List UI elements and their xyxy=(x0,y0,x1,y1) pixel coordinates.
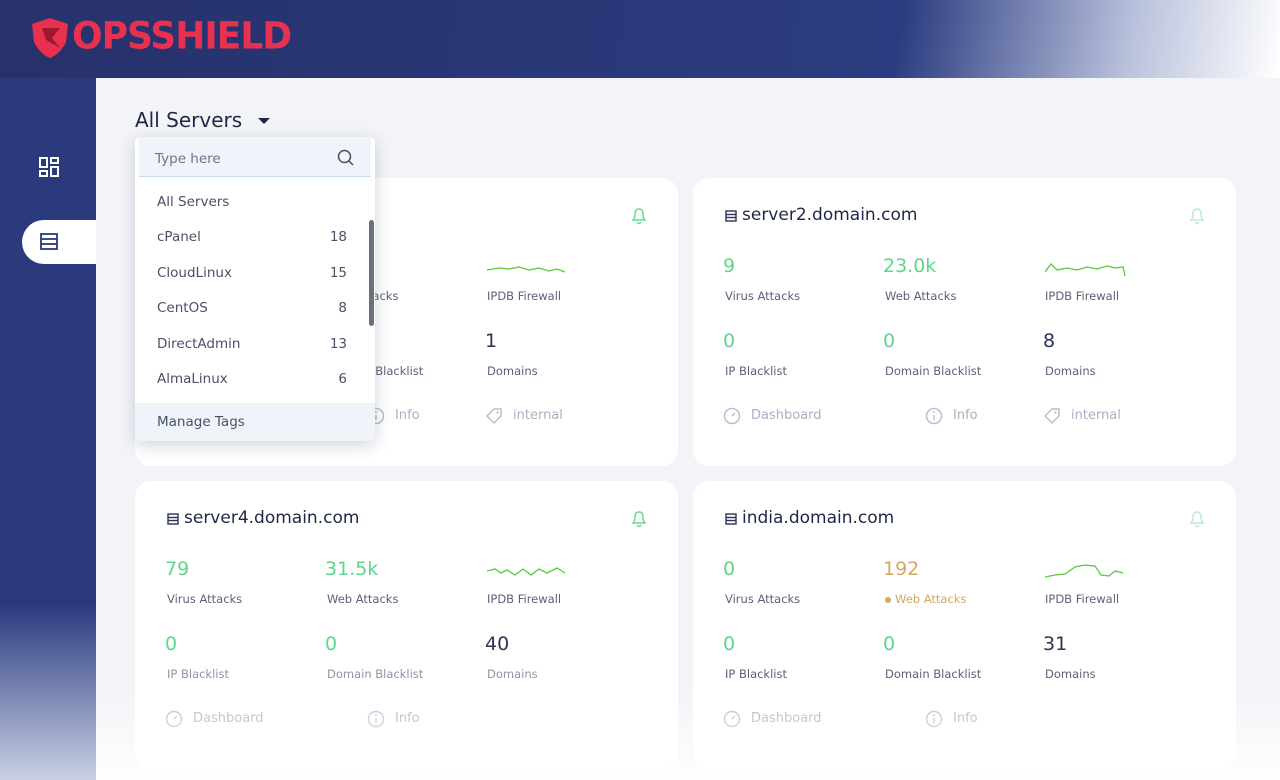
metric-label: IPDB Firewall xyxy=(487,592,562,606)
metric-value: 0 xyxy=(165,633,178,655)
logo-icon xyxy=(32,18,68,58)
metric-label: Domain Blacklist xyxy=(885,364,982,378)
metric-value: 0 xyxy=(883,633,896,655)
item-name: All Servers xyxy=(157,194,230,210)
search-placeholder: Type here xyxy=(155,151,221,167)
metric-value: 31 xyxy=(1043,633,1068,655)
firewall-sparkline xyxy=(487,266,566,273)
metric-label: IP Blacklist xyxy=(725,364,787,378)
metric-label: IPDB Firewall xyxy=(1045,592,1120,606)
active-nav[interactable] xyxy=(22,220,102,264)
metric-value: 0 xyxy=(883,330,896,352)
footer-link[interactable]: Info xyxy=(395,408,420,423)
bell-icon xyxy=(1189,511,1205,528)
metric-label: Domains xyxy=(1045,667,1096,681)
manage-tags[interactable]: Manage Tags xyxy=(135,403,375,441)
item-name: cPanel xyxy=(157,229,201,246)
metric-label: IPDB Firewall xyxy=(487,289,562,303)
footer-icon xyxy=(723,407,741,425)
item-count: 18 xyxy=(329,229,347,246)
firewall-sparkline xyxy=(1045,564,1124,578)
footer-link[interactable]: Info xyxy=(953,408,978,423)
dropdown-item[interactable]: AlmaLinux 6 xyxy=(135,367,365,393)
footer-icon xyxy=(485,408,502,425)
footer-link[interactable]: internal xyxy=(1071,408,1121,423)
dropdown-item[interactable]: DirectAdmin 13 xyxy=(135,332,365,358)
server-icon xyxy=(725,513,737,525)
metric-value: 23.0k xyxy=(883,255,937,277)
server-card: server2.domain.com 9 Virus Attacks 23.0k Web… xyxy=(693,178,1236,466)
metric-value: 192 xyxy=(883,558,920,580)
metric-value: 0 xyxy=(723,558,736,580)
metric-label: Virus Attacks xyxy=(725,289,801,303)
item-count: 13 xyxy=(329,335,347,352)
metric-value: 40 xyxy=(485,633,510,655)
metric-value: 31.5k xyxy=(325,558,379,580)
bell-icon xyxy=(631,511,647,528)
server-title[interactable]: server2.domain.com xyxy=(742,205,918,225)
metric-value: 79 xyxy=(165,558,190,580)
metric-value: 8 xyxy=(1043,330,1056,352)
alert-dot xyxy=(885,597,891,603)
fade xyxy=(96,690,1280,780)
search-icon xyxy=(337,149,354,166)
metric-label: Virus Attacks xyxy=(167,592,243,606)
metric-value: 0 xyxy=(723,330,736,352)
dropdown-item[interactable]: All Servers xyxy=(135,190,365,216)
manage-tags-text: Manage Tags xyxy=(157,414,245,430)
metric-label: Domains xyxy=(1045,364,1096,378)
logo[interactable]: OPSSHIELD xyxy=(72,14,292,59)
header: OPSSHIELD xyxy=(0,0,1280,78)
dashboard-icon[interactable] xyxy=(38,156,60,178)
server-title[interactable]: server4.domain.com xyxy=(184,508,360,528)
caret[interactable] xyxy=(257,116,271,126)
item-name: CloudLinux xyxy=(157,264,232,281)
server-title[interactable]: india.domain.com xyxy=(742,508,895,528)
metric-label: IP Blacklist xyxy=(725,667,787,681)
metric-label: Web Attacks xyxy=(895,592,967,606)
server-icon xyxy=(167,513,179,525)
metric-label: IPDB Firewall xyxy=(1045,289,1120,303)
bell-icon xyxy=(1189,208,1205,225)
metric-value: 1 xyxy=(485,330,498,352)
metric-label: Domains xyxy=(487,667,538,681)
item-name: DirectAdmin xyxy=(157,335,241,352)
firewall-sparkline xyxy=(1045,263,1126,277)
scrollbar xyxy=(369,220,374,326)
footer-link[interactable]: internal xyxy=(513,408,563,423)
metric-label: Web Attacks xyxy=(885,289,957,303)
metric-value: 0 xyxy=(325,633,338,655)
dropdown: Type here All Servers cPanel 18 CloudLinux 1… xyxy=(135,137,375,441)
footer-icon xyxy=(925,407,943,425)
dropdown-item[interactable]: CentOS 8 xyxy=(135,296,365,322)
server-filter[interactable]: All Servers xyxy=(135,108,243,132)
firewall-sparkline xyxy=(487,567,566,576)
metric-label: Domain Blacklist xyxy=(327,667,424,681)
metric-value: 0 xyxy=(723,633,736,655)
dropdown-item[interactable]: CloudLinux 15 xyxy=(135,261,365,287)
search-box[interactable]: Type here xyxy=(139,137,371,177)
item-count: 8 xyxy=(338,300,347,317)
dropdown-item[interactable]: cPanel 18 xyxy=(135,225,365,251)
server-icon xyxy=(725,210,737,222)
footer-link[interactable]: Dashboard xyxy=(751,408,822,423)
bell-icon xyxy=(631,208,647,225)
item-count: 6 xyxy=(338,371,347,387)
metric-label: IP Blacklist xyxy=(167,667,229,681)
metric-label: Domains xyxy=(487,364,538,378)
metric-label: Virus Attacks xyxy=(725,592,801,606)
sidebar xyxy=(0,78,102,780)
item-name: CentOS xyxy=(157,300,208,317)
servers-icon xyxy=(40,233,58,250)
metric-label: Web Attacks xyxy=(327,592,399,606)
item-name: AlmaLinux xyxy=(157,371,228,387)
metric-label: Domain Blacklist xyxy=(885,667,982,681)
item-count: 15 xyxy=(329,264,347,281)
footer-icon xyxy=(1043,408,1060,425)
metric-value: 9 xyxy=(723,255,736,277)
